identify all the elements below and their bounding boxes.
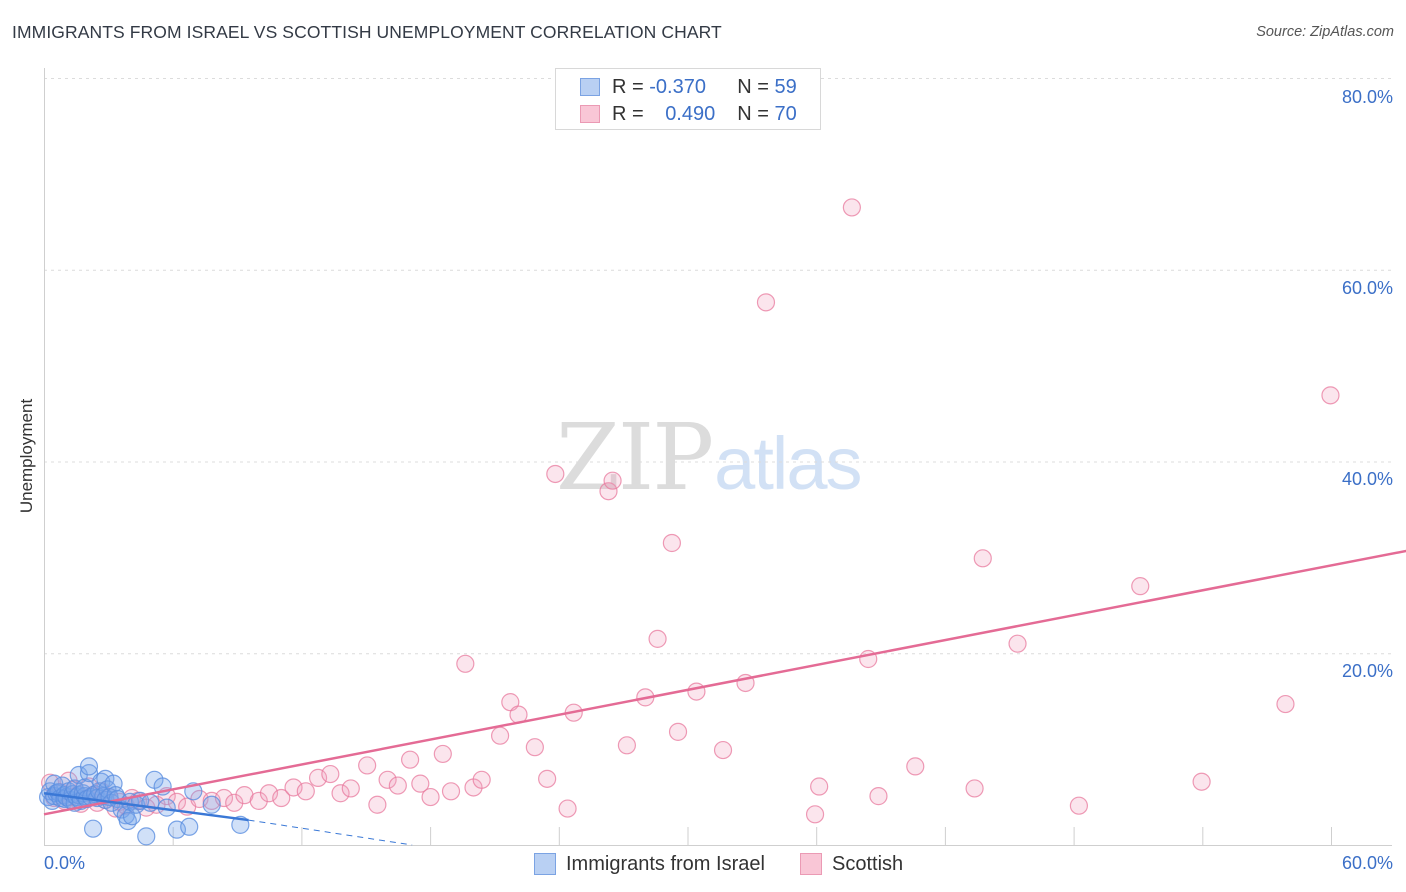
scottish-point	[973, 549, 992, 568]
scottish-point	[331, 784, 350, 803]
r-label: R =	[612, 75, 644, 98]
chart-title: IMMIGRANTS FROM ISRAEL VS SCOTTISH UNEMP…	[12, 22, 722, 42]
scottish-point	[411, 774, 430, 793]
scottish-point	[225, 793, 244, 812]
scottish-point	[546, 464, 565, 484]
israel-point	[137, 827, 156, 846]
scottish-point	[472, 770, 491, 789]
scottish-point	[617, 736, 636, 755]
scottish-point	[272, 788, 291, 808]
scottish-point	[341, 779, 360, 798]
scottish-point	[599, 482, 618, 501]
scottish-point	[456, 654, 475, 673]
scottish-point	[756, 293, 776, 312]
scottish-point	[1276, 694, 1295, 714]
scottish-point	[401, 750, 420, 769]
legend-row-israel: R = -0.370 N = 59	[580, 75, 797, 99]
israel-point	[75, 778, 95, 797]
scottish-point	[648, 629, 667, 648]
bottom-legend-scottish[interactable]: Scottish	[800, 851, 903, 877]
n-label: N =	[737, 75, 769, 98]
israel-point	[83, 819, 103, 838]
scottish-point	[965, 779, 984, 798]
scottish-point	[805, 805, 825, 824]
scottish-point	[490, 726, 510, 745]
scottish-point	[378, 770, 397, 789]
scottish-point	[1008, 634, 1027, 653]
scottish-point	[249, 791, 268, 810]
israel-legend-label: Immigrants from Israel	[566, 852, 765, 875]
israel-n-value: 59	[774, 75, 797, 98]
scottish-point	[525, 738, 544, 757]
scottish-point	[842, 198, 861, 217]
trend-lines	[43, 549, 1406, 846]
x-tick-max: 60.0%	[1341, 853, 1393, 873]
scottish-point	[1192, 772, 1211, 791]
scottish-point	[713, 740, 733, 760]
y-tick-80: 80.0%	[1341, 87, 1393, 107]
scottish-point	[603, 471, 622, 490]
bottom-legend-israel[interactable]: Immigrants from Israel	[534, 851, 765, 877]
n-label: N =	[737, 102, 769, 125]
y-tick-20: 20.0%	[1341, 661, 1393, 681]
scottish-point	[1321, 386, 1340, 405]
israel-trend-line	[43, 791, 249, 822]
scottish-point	[668, 722, 688, 741]
scottish-point	[687, 682, 706, 701]
scottish-legend-swatch	[800, 853, 822, 875]
scottish-point	[538, 769, 557, 788]
israel-point	[180, 817, 199, 836]
scottish-n-value: 70	[774, 102, 797, 125]
scottish-point	[433, 744, 452, 764]
source-credit: Source: ZipAtlas.com	[1256, 24, 1394, 40]
israel-swatch	[580, 78, 600, 96]
y-tick-60: 60.0%	[1341, 278, 1393, 298]
scottish-point	[1069, 796, 1089, 815]
scottish-point	[869, 787, 888, 806]
legend-row-scottish: R = 0.490 N = 70	[580, 102, 797, 126]
scottish-point	[296, 782, 315, 801]
scottish-point	[662, 533, 681, 553]
scottish-point	[421, 787, 440, 807]
r-label: R =	[612, 102, 644, 125]
scottish-r-value: 0.490	[665, 102, 716, 125]
israel-points	[38, 757, 250, 846]
scottish-point	[388, 776, 407, 795]
scottish-trend-line	[43, 549, 1406, 816]
israel-point	[79, 757, 99, 776]
axes	[44, 68, 1392, 846]
scottish-swatch	[580, 105, 600, 123]
israel-point	[79, 763, 99, 783]
x-tick-min: 0.0%	[44, 853, 86, 873]
israel-trend-extension	[248, 819, 413, 846]
israel-point	[202, 795, 221, 814]
grid-lines	[44, 78, 1392, 655]
scottish-point	[358, 756, 377, 775]
scottish-point	[368, 795, 387, 814]
israel-r-value: -0.370	[649, 75, 706, 98]
y-tick-40: 40.0%	[1341, 469, 1393, 489]
correlation-legend: R = -0.370 N = 59 R = 0.490 N = 70	[555, 68, 821, 130]
israel-legend-swatch	[534, 853, 556, 875]
scottish-point	[441, 782, 461, 801]
scottish-legend-label: Scottish	[832, 852, 904, 875]
scottish-point	[321, 764, 340, 784]
y-axis-label: Unemployment	[17, 398, 36, 514]
scottish-points	[41, 198, 1340, 824]
scottish-point	[558, 799, 577, 818]
scottish-point	[1131, 577, 1150, 596]
scottish-point	[810, 777, 829, 796]
israel-point	[122, 807, 142, 826]
scottish-point	[906, 757, 925, 776]
